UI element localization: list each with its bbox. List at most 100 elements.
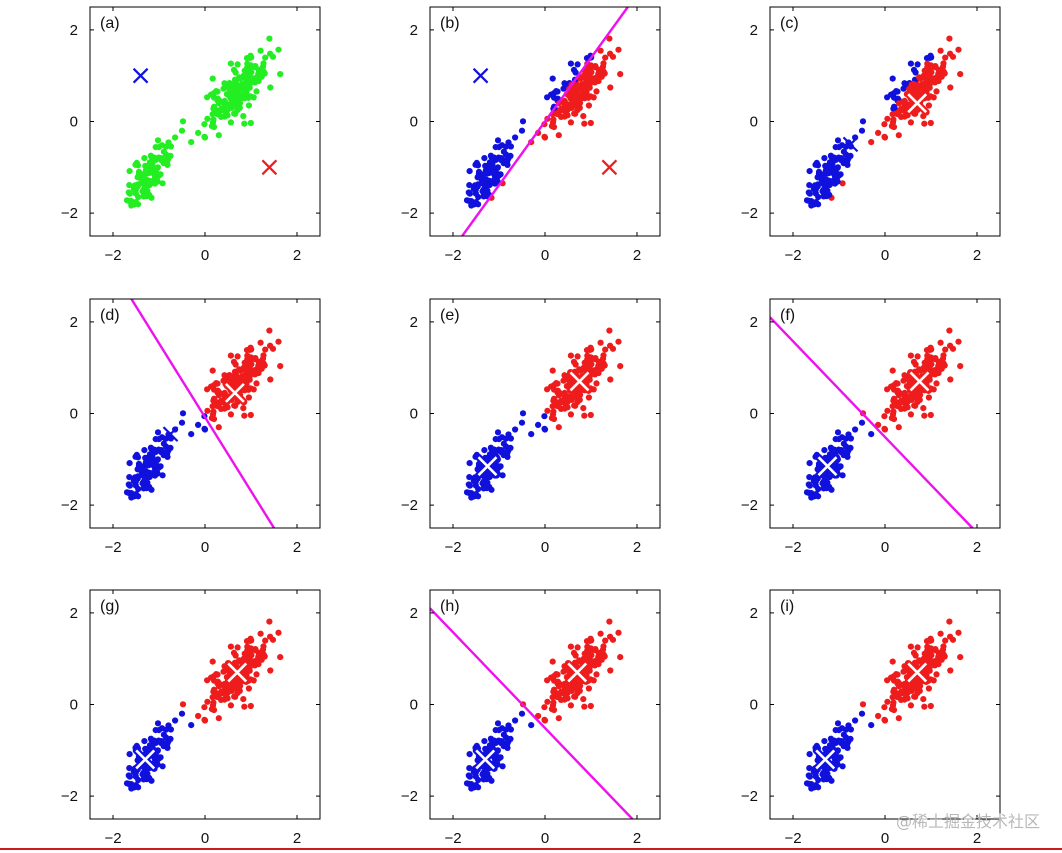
data-point: [518, 710, 526, 717]
y-tick-label: 0: [750, 114, 758, 131]
centroid-marker-red: [564, 659, 590, 685]
data-point: [881, 717, 889, 724]
data-point: [921, 67, 928, 74]
data-point: [247, 702, 254, 710]
data-point: [833, 176, 840, 183]
data-point: [535, 421, 542, 428]
data-point: [227, 686, 234, 693]
data-point: [142, 745, 149, 753]
data-point: [551, 395, 558, 402]
plot-area: [770, 316, 974, 528]
data-point: [243, 373, 250, 380]
data-point: [275, 629, 282, 636]
data-point: [519, 410, 527, 417]
data-point: [154, 164, 161, 171]
data-point: [507, 143, 514, 150]
data-point: [572, 69, 579, 76]
data-point: [209, 75, 216, 82]
data-point: [875, 712, 882, 720]
x-tick-label: 2: [633, 830, 641, 847]
data-point: [209, 111, 216, 118]
watermark-text: @稀土掘金技术社区: [895, 812, 1040, 831]
data-point: [227, 103, 234, 110]
data-point: [923, 81, 930, 88]
plot-area: [123, 35, 284, 209]
data-point: [492, 727, 499, 734]
data-point: [215, 132, 222, 139]
data-point: [889, 111, 896, 118]
data-point: [912, 652, 919, 659]
data-point: [935, 362, 942, 369]
data-point: [580, 364, 588, 371]
data-point: [602, 54, 609, 61]
panel-label: (b): [440, 15, 460, 32]
data-point: [262, 637, 269, 644]
data-point: [898, 113, 905, 120]
data-point: [590, 94, 597, 101]
panel-label: (e): [440, 307, 460, 324]
data-point: [178, 127, 186, 134]
y-tick-label: 2: [70, 314, 78, 331]
data-point: [507, 435, 514, 442]
data-point: [245, 685, 252, 692]
data-point: [482, 162, 489, 169]
data-point: [813, 159, 820, 166]
y-tick-label: 2: [410, 314, 418, 331]
data-point: [891, 686, 898, 693]
panel-label: (g): [100, 598, 120, 615]
data-point: [898, 696, 905, 704]
centroid-marker-blue: [842, 136, 859, 153]
data-point: [141, 447, 148, 454]
data-point: [583, 81, 590, 88]
data-point: [576, 396, 583, 403]
data-point: [890, 408, 897, 415]
data-point: [859, 118, 867, 125]
data-point: [466, 751, 473, 758]
data-point: [159, 763, 166, 770]
data-point: [836, 754, 843, 761]
data-point: [567, 395, 574, 402]
data-point: [847, 735, 854, 743]
data-point: [587, 119, 594, 127]
data-point: [574, 644, 581, 651]
data-point: [806, 460, 813, 467]
data-point: [884, 698, 891, 705]
data-point: [551, 686, 558, 693]
data-point: [808, 785, 815, 792]
data-point: [852, 426, 859, 433]
data-point: [571, 402, 578, 409]
y-tick-label: 0: [410, 697, 418, 714]
data-point: [617, 654, 624, 661]
centroid-marker-red: [907, 368, 932, 394]
data-point: [602, 346, 609, 353]
data-point: [195, 712, 202, 720]
data-point: [152, 436, 159, 443]
data-point: [144, 770, 151, 777]
data-point: [844, 453, 851, 460]
data-point: [593, 671, 600, 678]
data-point: [895, 715, 902, 722]
data-point: [134, 466, 141, 473]
data-point: [210, 699, 217, 706]
data-point: [125, 197, 132, 204]
data-point: [617, 71, 624, 78]
panel-c: −2 −2 0 0 2 2 (c): [741, 6, 1001, 264]
data-point: [128, 494, 135, 501]
data-point: [241, 703, 248, 710]
data-point: [215, 683, 223, 690]
data-point: [480, 485, 487, 492]
data-point: [227, 352, 234, 359]
centroid-marker-blue: [815, 453, 840, 479]
data-point: [208, 415, 215, 422]
x-tick-label: −2: [784, 539, 801, 556]
x-tick-label: 2: [973, 247, 981, 264]
panel-label: (f): [780, 307, 795, 324]
data-point: [125, 780, 132, 788]
data-point: [466, 182, 473, 189]
data-point: [511, 717, 519, 724]
panel-b: −2 −2 0 0 2 2 (b): [401, 6, 661, 264]
data-point: [935, 70, 942, 77]
x-tick-label: 0: [541, 830, 549, 847]
data-point: [907, 352, 915, 359]
data-point: [607, 84, 614, 91]
